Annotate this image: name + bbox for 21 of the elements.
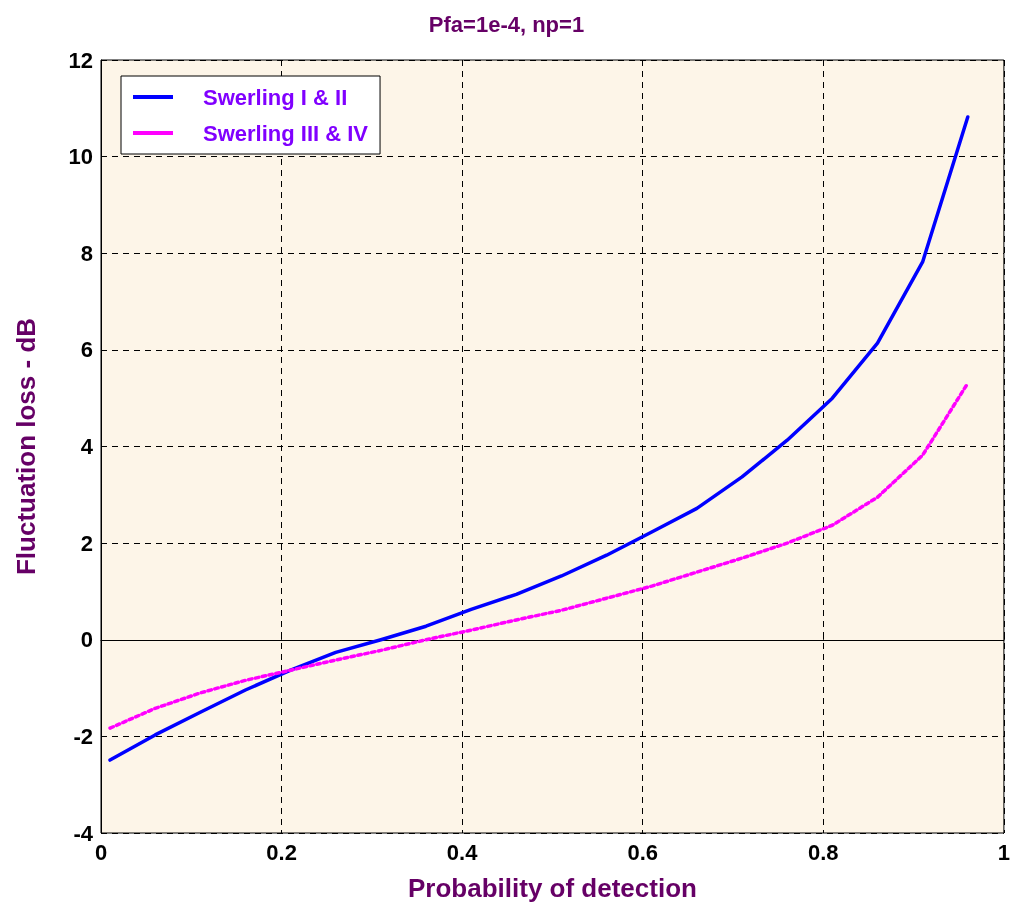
y-tick-label: 4: [80, 434, 94, 459]
y-tick-label: -4: [73, 820, 94, 846]
y-tick-label: 6: [80, 337, 93, 363]
x-axis-title: Probability of detection: [407, 873, 697, 903]
x-tick-label: 0.8: [808, 839, 839, 865]
legend-label: Swerling III & IV: [203, 120, 369, 146]
y-tick-label: 12: [68, 47, 93, 73]
x-tick-label: 0.2: [266, 839, 297, 865]
y-tick-label: 0: [80, 627, 93, 653]
x-tick-label: 0.6: [627, 839, 659, 865]
chart-title: Pfa=1e-4, np=1: [428, 11, 585, 37]
y-tick-label: 8: [80, 240, 93, 266]
x-tick-label: 1: [997, 839, 1011, 865]
y-tick-label: -2: [73, 723, 93, 749]
y-axis-title: Fluctuation loss - dB: [11, 317, 41, 576]
y-tick-label: 2: [80, 530, 93, 556]
line-series: [108, 381, 970, 730]
x-tick-label: 0.4: [446, 839, 479, 865]
line-series: [108, 115, 970, 762]
y-tick-label: 10: [68, 144, 93, 170]
legend-label: Swerling I & II: [203, 84, 348, 110]
